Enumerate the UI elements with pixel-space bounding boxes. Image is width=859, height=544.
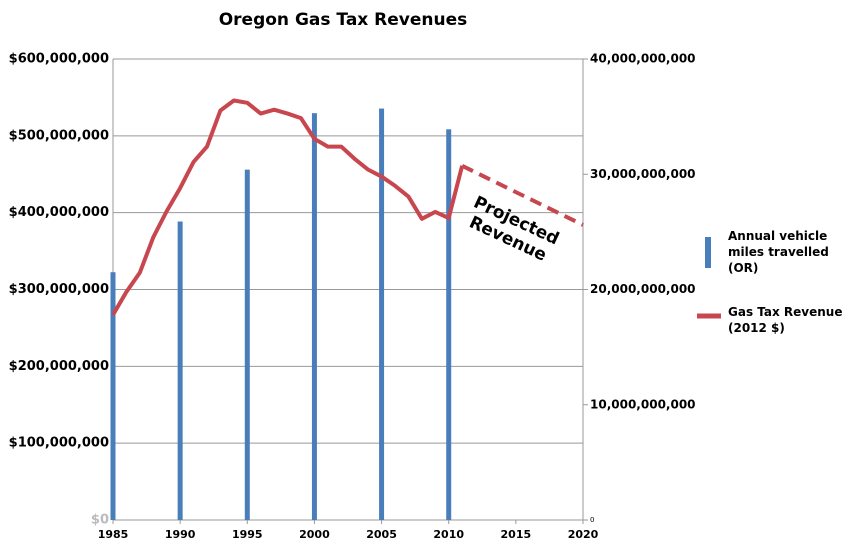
x-tick-label: 2015 <box>501 528 532 541</box>
y-tick-label: $0 <box>91 513 109 528</box>
y-tick-label: $500,000,000 <box>9 128 109 143</box>
bar <box>379 108 385 521</box>
bar <box>110 272 116 520</box>
x-tick-label: 1990 <box>165 528 196 541</box>
bar <box>177 221 183 520</box>
x-tick-label: 1985 <box>98 528 129 541</box>
y-tick-label: $300,000,000 <box>9 282 109 297</box>
y-tick-label: $200,000,000 <box>9 359 109 374</box>
x-tick-label: 1995 <box>232 528 263 541</box>
bar <box>446 129 452 521</box>
y2-tick-label: 40,000,000,000 <box>590 52 696 66</box>
x-tick-label: 2010 <box>433 528 464 541</box>
line <box>111 98 465 316</box>
bar <box>244 169 250 520</box>
bar <box>311 113 317 520</box>
x-tick-label: 2000 <box>299 528 330 541</box>
y-tick-label: $100,000,000 <box>9 436 109 451</box>
y2-tick-label: 30,000,000,000 <box>590 167 696 181</box>
x-tick-label: 2020 <box>568 528 599 541</box>
legend-label: Annual vehicle miles travelled (OR) <box>728 229 829 275</box>
x-tick-label: 2005 <box>366 528 397 541</box>
legend-swatch <box>705 237 711 268</box>
chart-title: Oregon Gas Tax Revenues <box>219 10 468 30</box>
y2-tick-label: 0 <box>590 516 594 524</box>
projection-line <box>461 164 584 227</box>
y2-tick-label: 20,000,000,000 <box>590 282 696 296</box>
y-tick-label: $600,000,000 <box>9 52 109 67</box>
legend-label: Gas Tax Revenue (2012 $) <box>728 305 843 335</box>
y-tick-label: $400,000,000 <box>9 205 109 220</box>
y2-tick-label: 10,000,000,000 <box>590 397 696 411</box>
